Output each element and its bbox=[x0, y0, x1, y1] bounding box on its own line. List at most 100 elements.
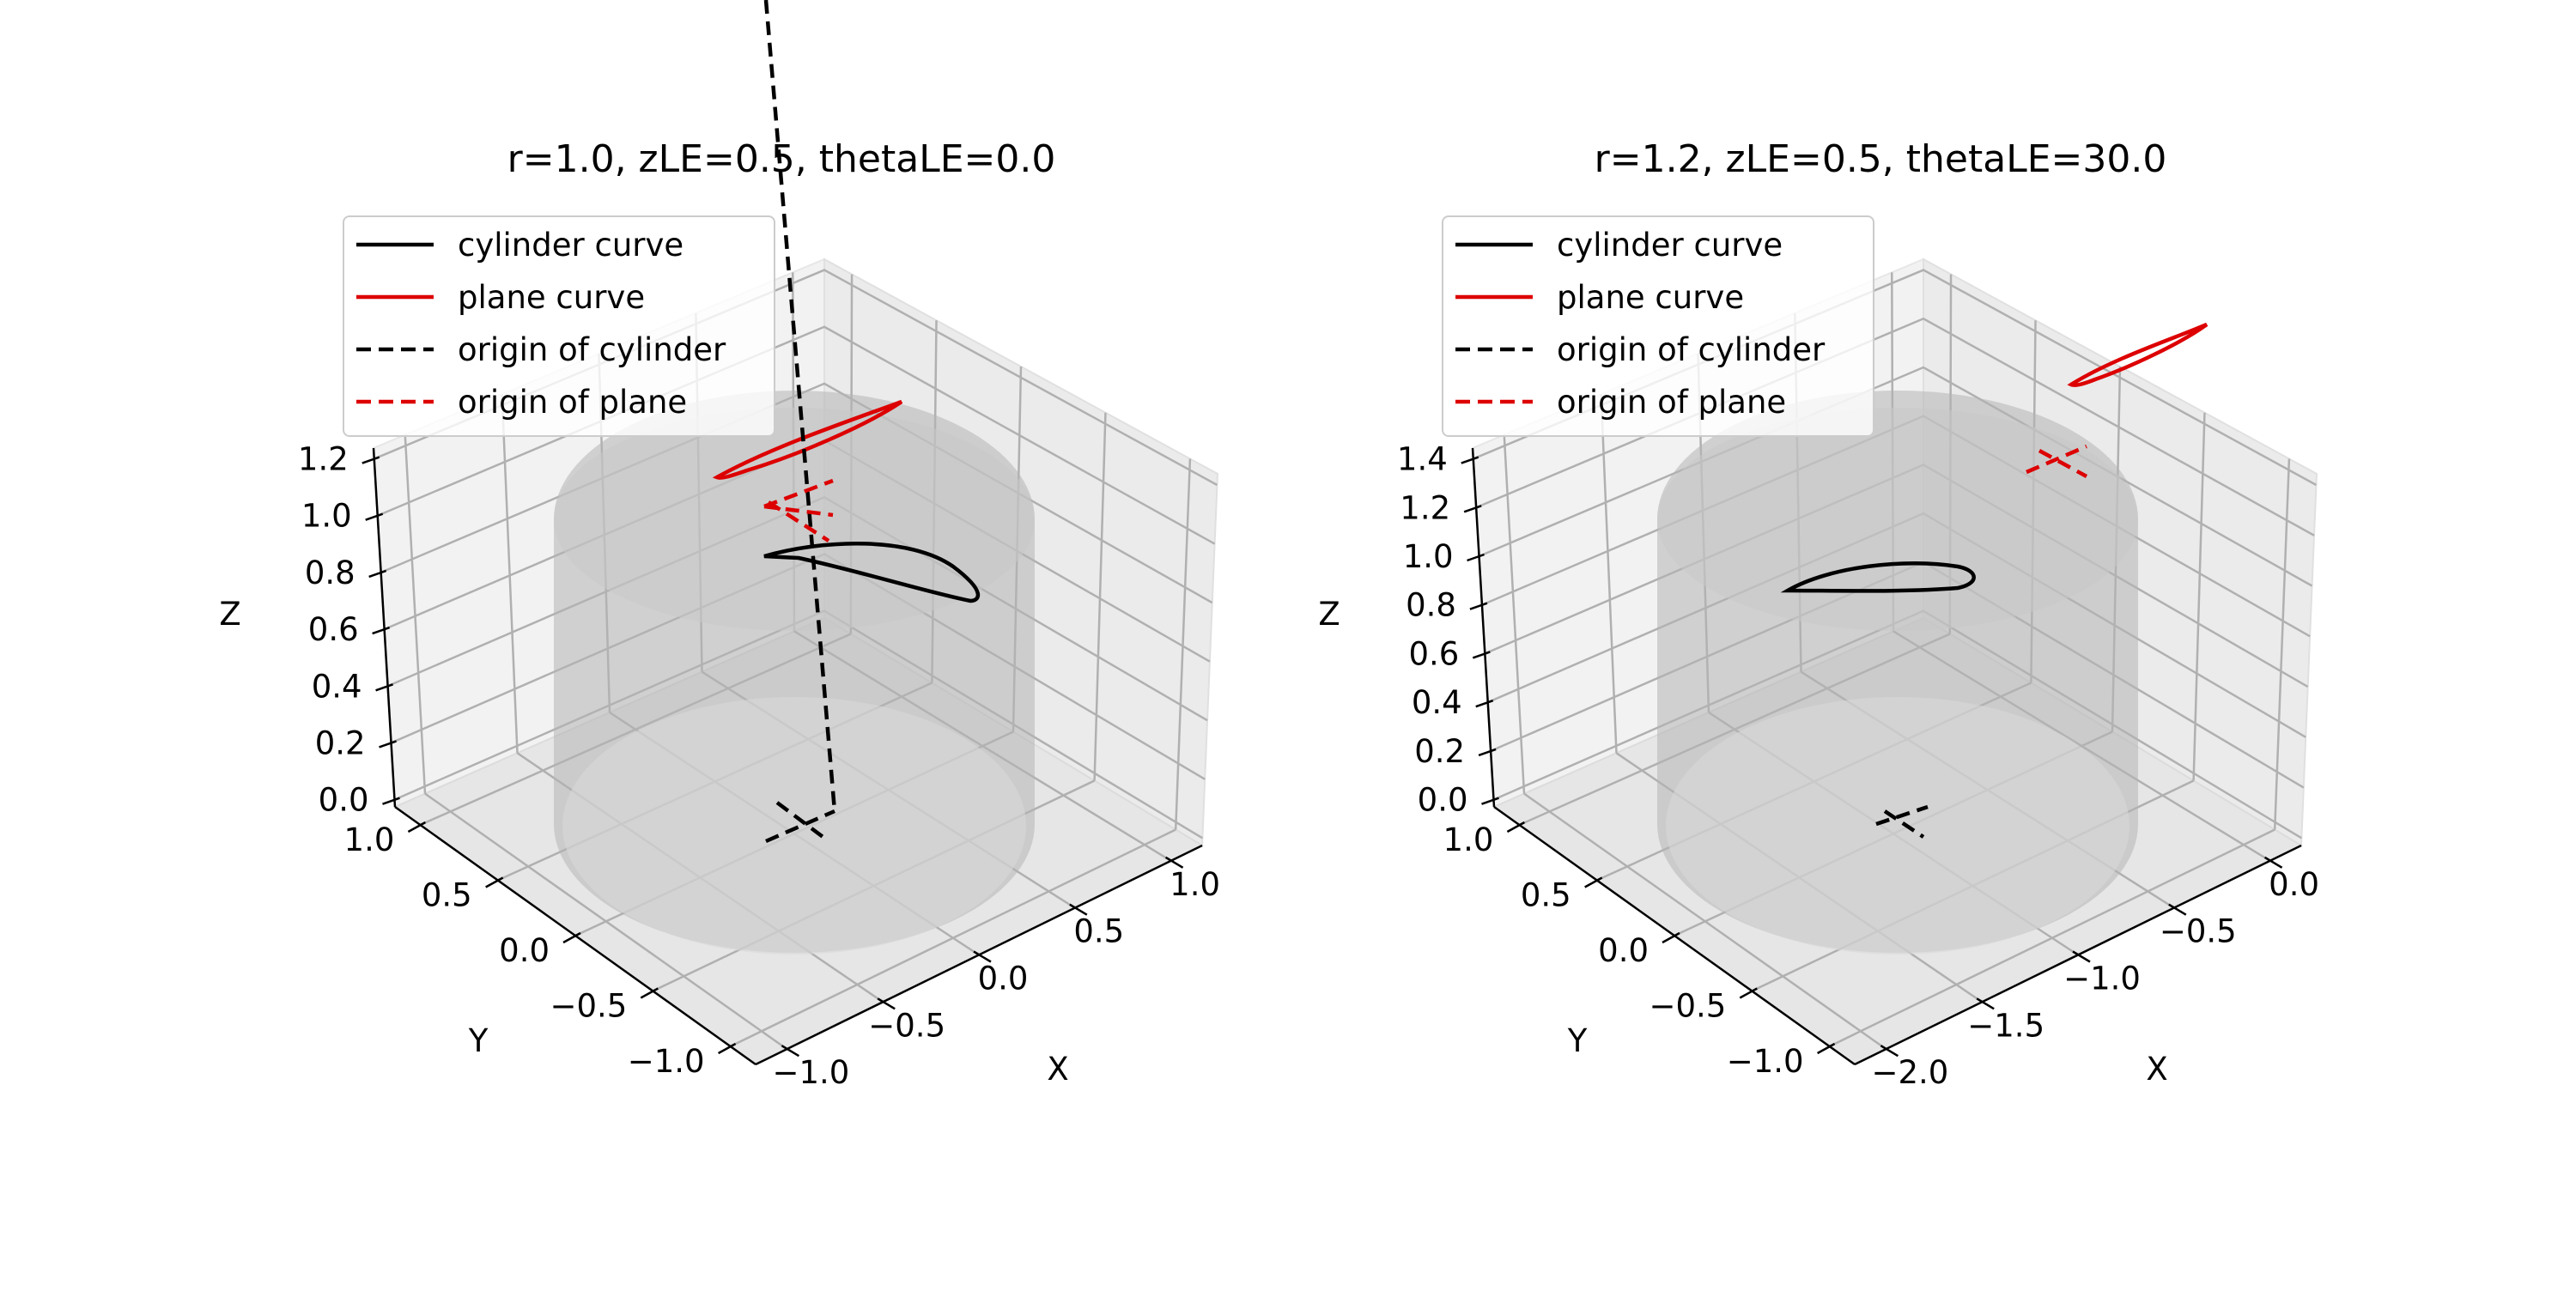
z-tick-label: 0.6 bbox=[308, 611, 359, 648]
z-tick-label: 0.6 bbox=[1408, 635, 1459, 672]
z-tick-label: 0.0 bbox=[319, 782, 369, 819]
x-tick-label: 0.5 bbox=[1073, 913, 1124, 950]
x-tick-mark bbox=[973, 950, 992, 963]
y-tick-label: −1.0 bbox=[628, 1043, 705, 1080]
cylinder-bottom bbox=[562, 697, 1026, 955]
legend: cylinder curve plane curve origin of cylin… bbox=[343, 215, 775, 437]
plane-curve-line bbox=[712, 399, 903, 480]
z-gridline bbox=[380, 382, 1213, 604]
z-tick-mark bbox=[379, 740, 397, 749]
y-tick-label: −0.5 bbox=[550, 988, 627, 1025]
z-tick-label: 0.4 bbox=[312, 668, 362, 705]
x-tick-label: 0.0 bbox=[2269, 866, 2319, 903]
cylinder-curve-line bbox=[1780, 561, 1976, 593]
legend-label: origin of cylinder bbox=[458, 331, 726, 368]
legend-label: origin of cylinder bbox=[1557, 331, 1826, 368]
x-tick-label: −1.0 bbox=[2063, 961, 2141, 997]
x-tick-mark bbox=[2168, 903, 2187, 916]
z-tick-label: 1.4 bbox=[1397, 441, 1448, 478]
x-gridline-wall bbox=[1174, 458, 1192, 830]
z-tick-mark bbox=[1478, 748, 1497, 757]
x-tick-label: −1.0 bbox=[772, 1054, 849, 1091]
legend-label: plane curve bbox=[458, 279, 645, 316]
z-tick-mark bbox=[1463, 505, 1482, 513]
z-tick-label: 1.2 bbox=[298, 441, 349, 478]
chart-title: r=1.2, zLE=0.5, thetaLE=30.0 bbox=[1595, 137, 2167, 181]
cylinder-curve-line bbox=[763, 542, 981, 603]
z-tick-mark bbox=[361, 456, 380, 464]
x-tick-mark bbox=[1976, 997, 1995, 1010]
z-tick-mark bbox=[1481, 797, 1499, 805]
z-tick-mark bbox=[1467, 553, 1485, 562]
cylinder-bottom bbox=[1666, 697, 2129, 955]
x-tick-label: −2.0 bbox=[1871, 1054, 1948, 1091]
z-tick-label: 0.2 bbox=[315, 724, 366, 761]
x-gridline-wall bbox=[2192, 412, 2206, 781]
z-tick-label: 0.4 bbox=[1412, 684, 1462, 721]
legend-label: plane curve bbox=[1557, 279, 1744, 316]
y-tick-mark bbox=[717, 1042, 737, 1055]
z-tick-label: 0.2 bbox=[1414, 733, 1465, 770]
x-tick-mark bbox=[781, 1045, 800, 1058]
z-tick-label: 1.2 bbox=[1400, 489, 1450, 526]
z-tick-mark bbox=[365, 512, 384, 521]
x-tick-label: −0.5 bbox=[2160, 913, 2237, 950]
x-tick-mark bbox=[877, 997, 896, 1010]
x-tick-label: 0.0 bbox=[978, 961, 1029, 997]
legend-label: cylinder curve bbox=[1557, 227, 1783, 264]
y-tick-label: 0.0 bbox=[1598, 932, 1649, 969]
cylinder-surface bbox=[1657, 391, 2138, 955]
z-tick-label: 0.0 bbox=[1418, 782, 1468, 819]
legend-box bbox=[343, 215, 775, 437]
x-axis-label: X bbox=[1047, 1051, 1068, 1088]
legend-entries: cylinder curve plane curve origin of cylin… bbox=[356, 227, 726, 421]
y-gridline-wall bbox=[501, 394, 519, 754]
legend: cylinder curve plane curve origin of cylin… bbox=[1442, 215, 1874, 437]
cylinder-surface bbox=[554, 391, 1035, 955]
legend-entries: cylinder curve plane curve origin of cylin… bbox=[1455, 227, 1826, 421]
z-axis-label: Z bbox=[219, 596, 240, 633]
z-tick-mark bbox=[382, 797, 400, 805]
legend-label: origin of plane bbox=[1557, 384, 1786, 421]
y-tick-mark bbox=[407, 821, 427, 833]
y-tick-label: −0.5 bbox=[1649, 988, 1726, 1025]
origin-of-cylinder-marker bbox=[763, 0, 837, 844]
subplot-1: r=1.0, zLE=0.5, thetaLE=0.0 0.00 bbox=[219, 0, 1220, 1091]
cylinder-top bbox=[1657, 408, 2138, 631]
x-gridline-wall bbox=[1093, 412, 1107, 781]
z-tick-mark bbox=[1472, 651, 1491, 659]
z-tick-label: 1.0 bbox=[301, 498, 352, 535]
y-tick-label: 0.5 bbox=[1521, 877, 1571, 914]
subplot-2: r=1.2, zLE=0.5, thetaLE=30.0 0.0 0.2 0.4 0.… bbox=[1318, 137, 2319, 1091]
legend-label: origin of plane bbox=[458, 384, 687, 421]
y-tick-mark bbox=[562, 931, 581, 944]
y-tick-mark bbox=[1506, 821, 1526, 833]
y-tick-mark bbox=[1816, 1042, 1836, 1055]
z-gridline bbox=[1479, 366, 2313, 587]
z-tick-mark bbox=[1475, 700, 1494, 708]
axis-ticks: 0.00.20.40.60.81.01.21.4−1.0−0.50.00.51.… bbox=[1397, 441, 2319, 1092]
z-tick-mark bbox=[1461, 456, 1479, 464]
x-tick-mark bbox=[1880, 1045, 1899, 1058]
axis-ticks: 0.00.20.40.60.81.01.2−1.0−0.50.00.51.0−1… bbox=[298, 441, 1220, 1092]
x-tick-mark bbox=[2263, 856, 2283, 869]
origin-of-plane-marker bbox=[2026, 444, 2088, 478]
x-axis-label: X bbox=[2146, 1051, 2167, 1088]
x-gridline-floor bbox=[1523, 792, 1887, 1051]
y-tick-label: 0.5 bbox=[422, 877, 472, 914]
y-tick-label: 1.0 bbox=[344, 821, 395, 858]
y-tick-mark bbox=[1662, 931, 1680, 944]
z-tick-mark bbox=[375, 683, 393, 692]
z-gridline bbox=[1475, 317, 2315, 536]
legend-label: cylinder curve bbox=[458, 227, 683, 264]
y-tick-label: 1.0 bbox=[1443, 821, 1494, 858]
y-tick-label: −1.0 bbox=[1727, 1043, 1804, 1080]
x-gridline-wall bbox=[2273, 458, 2291, 830]
y-axis-label: Y bbox=[1567, 1022, 1588, 1059]
y-gridline-wall bbox=[1600, 394, 1618, 754]
y-axis-label: Y bbox=[468, 1022, 489, 1059]
z-axis-line bbox=[372, 447, 397, 808]
x-tick-mark bbox=[1069, 903, 1088, 916]
x-tick-label: 1.0 bbox=[1170, 866, 1220, 903]
